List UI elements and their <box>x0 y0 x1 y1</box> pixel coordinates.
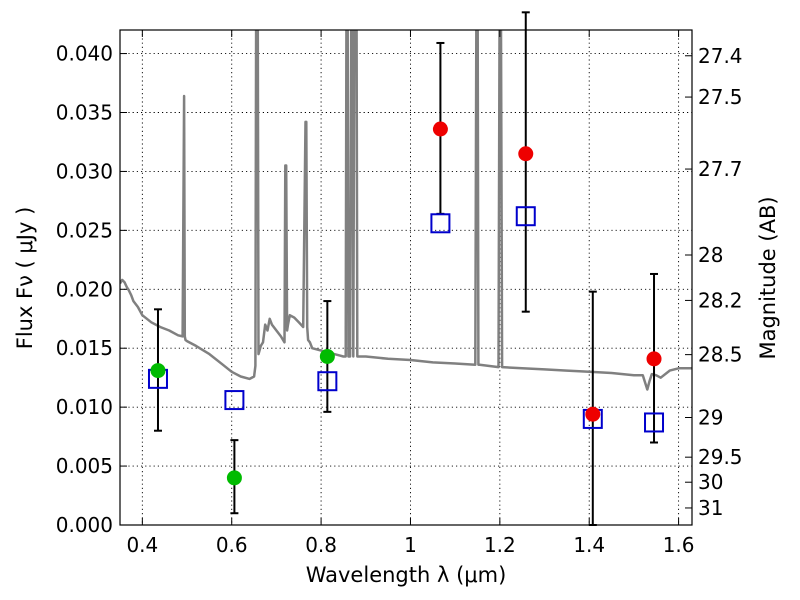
x-tick-label: 0.8 <box>305 533 337 557</box>
magnitude-tick-label: 27.5 <box>698 85 743 109</box>
magnitude-tick-label: 27.7 <box>698 157 743 181</box>
model-flux-square <box>430 213 451 234</box>
magnitude-tick-label: 28.2 <box>698 288 743 312</box>
observed-flux-point <box>150 363 166 379</box>
magnitude-tick-label: 29.5 <box>698 445 743 469</box>
magnitude-tick-label: 30 <box>698 470 723 494</box>
y-tick-label: 0.025 <box>56 218 113 242</box>
x-axis-label: Wavelength λ (μm) <box>306 563 507 587</box>
y-tick-label: 0.005 <box>56 454 113 478</box>
y-tick-label: 0.035 <box>56 101 113 125</box>
x-tick-label: 1.4 <box>573 533 605 557</box>
model-spectrum-layer <box>120 30 692 391</box>
model-flux-square <box>515 206 536 227</box>
magnitude-tick-label: 27.4 <box>698 44 743 68</box>
y-tick-label: 0.040 <box>56 42 113 66</box>
observed-flux-point <box>226 470 242 486</box>
observed-flux-point <box>319 348 335 364</box>
y-tick-label: 0.030 <box>56 159 113 183</box>
magnitude-tick-label: 29 <box>698 406 723 430</box>
y-axis-label: Flux Fν ( μJy ) <box>13 207 37 350</box>
plot-frame <box>119 29 693 526</box>
plot-area <box>120 30 692 525</box>
model-flux-square <box>224 390 245 411</box>
magnitude-tick-label: 31 <box>698 496 723 520</box>
y-tick-label: 0.015 <box>56 336 113 360</box>
observed-flux-point <box>646 351 662 367</box>
y-tick-label: 0.010 <box>56 395 113 419</box>
observed-flux-point <box>432 121 448 137</box>
observed-flux-point <box>518 146 534 162</box>
x-tick-label: 0.6 <box>216 533 248 557</box>
model-spectrum-line <box>120 30 692 391</box>
ticks: 0.4 0.6 0.8 1 1.2 1.4 1.6 0.000 0.005 0.010 0.015 0… <box>56 30 743 557</box>
model-flux-square <box>317 371 338 392</box>
data-points-layer <box>147 11 665 526</box>
model-flux-square <box>644 412 665 433</box>
magnitude-tick-label: 28 <box>698 243 723 267</box>
y-tick-label: 0.000 <box>56 513 113 537</box>
magnitude-tick-label: 28.5 <box>698 343 743 367</box>
x-tick-label: 1 <box>404 533 417 557</box>
observed-flux-point <box>585 406 601 422</box>
x-tick-label: 1.6 <box>663 533 695 557</box>
magnitude-axis-label: Magnitude (AB) <box>756 196 780 359</box>
x-tick-label: 0.4 <box>126 533 158 557</box>
y-tick-label: 0.020 <box>56 277 113 301</box>
x-tick-label: 1.2 <box>484 533 516 557</box>
